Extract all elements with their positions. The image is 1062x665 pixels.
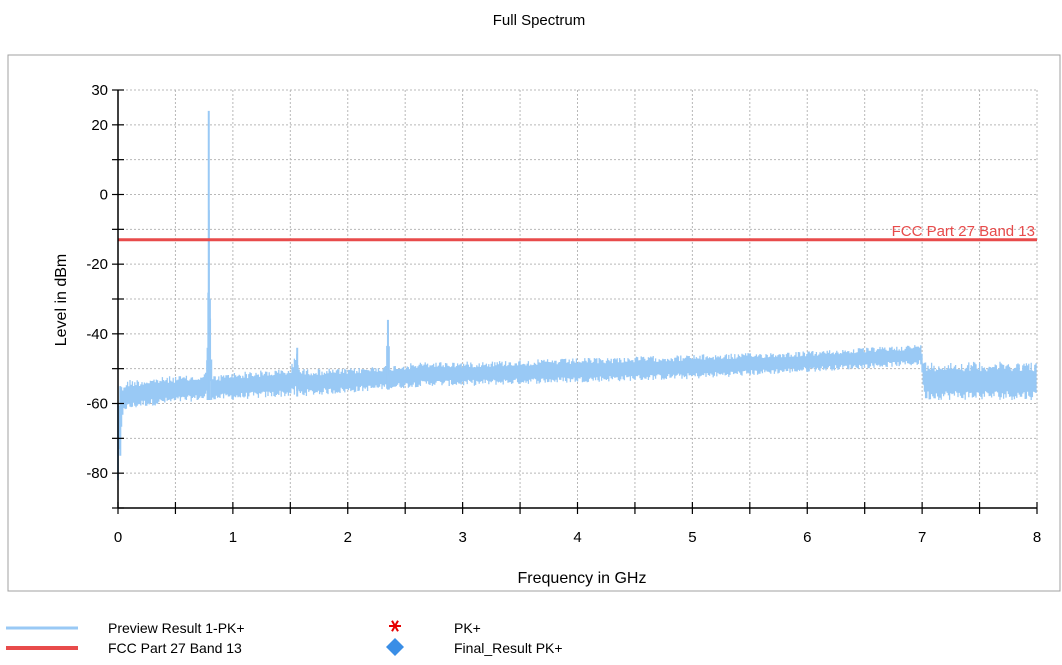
y-tick-label: 0 [100,187,108,204]
y-tick-label: 30 [91,82,108,99]
y-tick-label: 20 [91,117,108,134]
x-tick-label: 0 [114,529,122,546]
y-tick-label: -40 [86,326,108,343]
legend-item: Preview Result 1-PK+ [6,620,245,636]
legend-item: FCC Part 27 Band 13 [6,640,242,656]
x-tick-label: 1 [229,529,237,546]
legend-label: PK+ [454,620,481,636]
x-tick-label: 6 [803,529,811,546]
x-tick-label: 4 [573,529,581,546]
legend-diamond-icon [386,638,404,656]
y-tick-label: -60 [86,396,108,413]
grid-lines [117,89,1038,509]
chart-frame [7,54,1061,592]
chart-title: Full Spectrum [493,12,586,29]
legend-item: Final_Result PK+ [386,638,563,656]
legend-label: Final_Result PK+ [454,640,563,656]
y-axis-title: Level in dBm [53,254,70,347]
legend-label: Preview Result 1-PK+ [108,620,245,636]
x-tick-label: 2 [344,529,352,546]
x-axis-title: Frequency in GHz [518,570,647,587]
tick-labels: 0 1 2 3 4 5 6 7 8 30 20 0 -20 -40 -60 -80 [86,82,1041,546]
legend-item: PK+ [389,620,481,636]
limit-annotation: FCC Part 27 Band 13 [892,223,1035,240]
legend: Preview Result 1-PK+ FCC Part 27 Band 13 P… [6,620,563,656]
legend-label: FCC Part 27 Band 13 [108,640,242,656]
x-tick-label: 3 [458,529,466,546]
x-tick-label: 8 [1033,529,1041,546]
y-tick-label: -20 [86,256,108,273]
x-tick-label: 5 [688,529,696,546]
axes [112,89,1038,514]
x-tick-label: 7 [918,529,926,546]
legend-star-icon [391,620,399,632]
y-tick-label: -80 [86,465,108,482]
